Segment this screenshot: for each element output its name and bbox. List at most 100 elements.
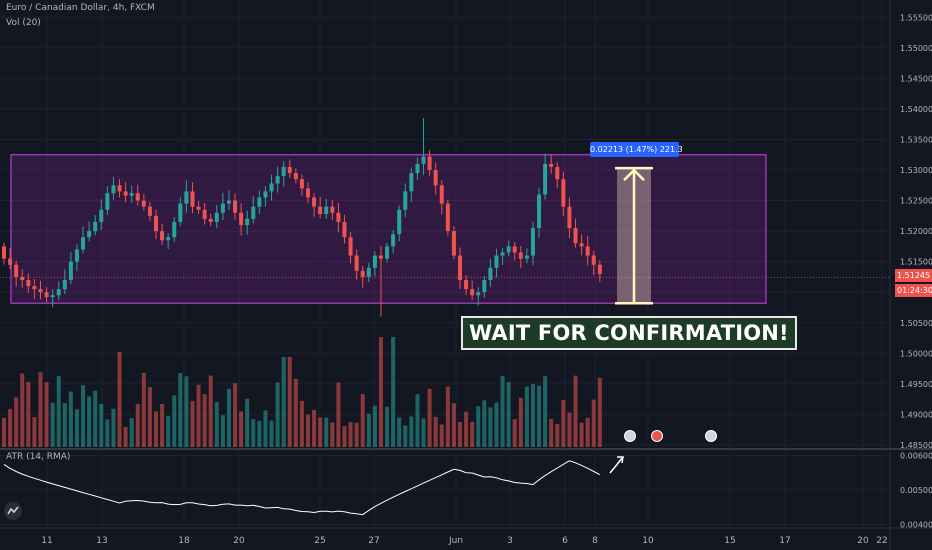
candle-body bbox=[433, 170, 438, 186]
candle-body bbox=[239, 212, 244, 225]
volume-legend[interactable]: Vol (20) bbox=[6, 18, 41, 28]
volume-bar bbox=[14, 397, 19, 447]
event-icon-1[interactable] bbox=[624, 430, 636, 442]
volume-bar bbox=[154, 411, 158, 447]
atr-tick-label: 0.00500 bbox=[900, 486, 932, 495]
volume-bar bbox=[579, 422, 584, 447]
volume-bar bbox=[464, 411, 469, 447]
candle-body bbox=[14, 264, 19, 277]
volume-bar bbox=[391, 337, 396, 447]
volume-bar bbox=[354, 422, 359, 447]
price-tick-label: 1.51500 bbox=[900, 258, 932, 267]
volume-bar bbox=[421, 418, 426, 447]
volume-bar bbox=[342, 426, 347, 447]
volume-bar bbox=[50, 402, 55, 447]
volume-bar bbox=[111, 408, 116, 447]
volume-bar bbox=[166, 415, 171, 447]
volume-bar bbox=[123, 426, 128, 447]
volume-bar bbox=[2, 417, 6, 447]
volume-bar bbox=[433, 416, 438, 447]
candle-body bbox=[403, 191, 408, 210]
candle-body bbox=[512, 246, 517, 253]
volume-bar bbox=[518, 397, 523, 447]
candle-body bbox=[427, 156, 432, 171]
candle-body bbox=[2, 246, 6, 259]
candle-body bbox=[20, 276, 25, 280]
atr-line bbox=[3, 460, 601, 516]
volume-bar bbox=[543, 375, 548, 447]
candle-body bbox=[330, 206, 335, 213]
volume-bar bbox=[366, 413, 371, 447]
candle-body bbox=[87, 231, 92, 238]
candle-body bbox=[348, 237, 353, 256]
volume-bar bbox=[537, 385, 542, 447]
candle-body bbox=[537, 194, 542, 229]
time-tick-label: 6 bbox=[562, 536, 568, 546]
volume-bar bbox=[312, 409, 317, 447]
volume-bar bbox=[141, 372, 146, 447]
candle-body bbox=[579, 243, 584, 247]
time-tick-label: 18 bbox=[178, 536, 190, 546]
countdown-tag: 01:24:30 bbox=[895, 284, 932, 297]
atr-legend[interactable]: ATR (14, RMA) bbox=[6, 452, 71, 462]
price-tick-label: 1.55500 bbox=[900, 13, 932, 22]
volume-bar bbox=[172, 395, 177, 447]
candle-body bbox=[263, 191, 268, 198]
price-tick-label: 1.50000 bbox=[900, 349, 932, 358]
volume-bar bbox=[74, 409, 79, 447]
candle-body bbox=[50, 295, 55, 298]
volume-bar bbox=[306, 414, 310, 447]
candle-body bbox=[208, 218, 213, 222]
candle-body bbox=[111, 185, 116, 194]
volume-bar bbox=[403, 425, 408, 447]
candle-body bbox=[366, 267, 371, 277]
event-icon-2[interactable] bbox=[651, 430, 663, 442]
candle-body bbox=[573, 228, 578, 244]
volume-bar bbox=[202, 394, 207, 447]
candle-body bbox=[178, 203, 183, 222]
symbol-legend[interactable]: Euro / Canadian Dollar, 4h, FXCM bbox=[6, 3, 155, 13]
candle-body bbox=[530, 228, 535, 256]
candle-body bbox=[147, 206, 152, 216]
last-price-tag: 1.51245 bbox=[895, 269, 932, 282]
volume-bar bbox=[555, 423, 560, 447]
volume-bar bbox=[105, 419, 110, 447]
volume-bar bbox=[287, 357, 292, 447]
price-tick-label: 1.54500 bbox=[900, 74, 932, 83]
volume-bar bbox=[360, 394, 365, 447]
volume-bar bbox=[348, 422, 353, 447]
volume-bar bbox=[269, 420, 274, 447]
volume-bar bbox=[372, 405, 377, 447]
volume-bar bbox=[482, 400, 487, 447]
candle-body bbox=[105, 193, 110, 210]
volume-bar bbox=[488, 407, 493, 447]
candle-body bbox=[415, 163, 420, 174]
candle-body bbox=[549, 163, 554, 167]
candle-body bbox=[555, 166, 560, 180]
candle-body bbox=[44, 292, 49, 298]
volume-bar bbox=[26, 381, 31, 447]
event-icon-3[interactable] bbox=[705, 430, 717, 442]
volume-bar bbox=[585, 417, 590, 447]
volume-bar bbox=[439, 424, 444, 447]
volume-bar bbox=[445, 386, 450, 447]
volume-bar bbox=[239, 411, 244, 447]
time-tick-label: 20 bbox=[233, 536, 245, 546]
candle-body bbox=[26, 279, 31, 287]
volume-bar bbox=[184, 376, 189, 447]
volume-bar bbox=[196, 384, 201, 447]
volume-bar bbox=[597, 377, 602, 447]
candle-body bbox=[299, 179, 304, 189]
volume-bar bbox=[263, 410, 268, 447]
time-tick-label: 27 bbox=[368, 536, 379, 546]
time-tick-label: 15 bbox=[724, 536, 735, 546]
price-tick-label: 1.52500 bbox=[900, 197, 932, 206]
candle-body bbox=[567, 206, 572, 229]
candle-body bbox=[184, 191, 189, 204]
volume-bar bbox=[38, 372, 43, 447]
price-tick-label: 1.53000 bbox=[900, 166, 932, 175]
candle-body bbox=[68, 261, 73, 280]
candle-body bbox=[226, 200, 231, 204]
tradingview-logo-icon[interactable] bbox=[4, 502, 22, 520]
